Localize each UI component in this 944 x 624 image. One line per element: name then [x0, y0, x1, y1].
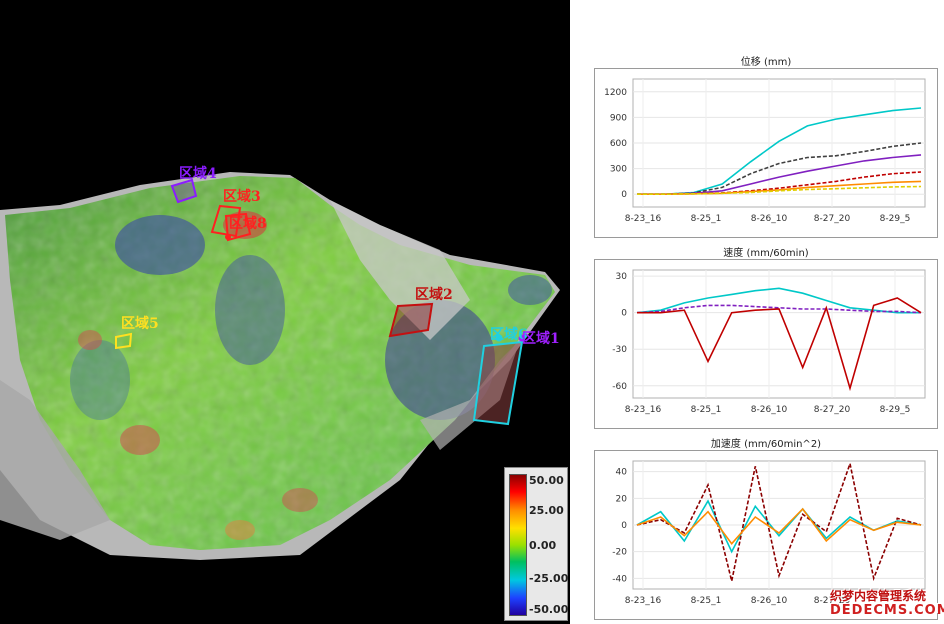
zone-4-outline[interactable]	[170, 178, 198, 204]
zone-5-label: 区域5	[121, 316, 159, 332]
y-tick-label: 20	[616, 494, 628, 504]
zone-5-outline[interactable]	[115, 332, 133, 350]
legend-value-min: -50.00	[529, 603, 569, 616]
series-line-2	[637, 297, 922, 392]
y-tick-label: 600	[610, 139, 627, 149]
zone-6-marker	[495, 334, 503, 342]
color-scale-bar	[509, 474, 527, 616]
y-tick-label: 40	[616, 468, 628, 478]
x-tick-label: 8-25_1	[691, 596, 722, 606]
velocity-chart[interactable]: 30 0 -30 -60 8-23_16 8-25_1 8-26_10 8-27_20 8-29…	[594, 259, 938, 429]
velocity-chart-title: 速度 (mm/60min)	[723, 248, 809, 259]
zone-4-label: 区域4	[179, 166, 217, 182]
y-tick-label: 1200	[604, 88, 627, 98]
x-tick-label: 8-26_10	[751, 405, 788, 415]
y-tick-label: 900	[610, 113, 627, 123]
x-tick-label: 8-27_20	[814, 214, 851, 224]
y-tick-label: 30	[616, 272, 628, 282]
watermark-en: DEDECMS.COM	[830, 603, 944, 618]
zone-1-marker	[518, 334, 526, 342]
legend-value-max: 50.00	[529, 474, 564, 487]
acceleration-chart-title: 加速度 (mm/60min^2)	[710, 439, 822, 450]
x-tick-label: 8-25_1	[691, 214, 722, 224]
y-tick-label: -60	[612, 382, 627, 392]
y-tick-label: -40	[612, 574, 627, 584]
acceleration-chart-svg: 40 20 0 -20 -40 8-23_16 8-25_1 8-26_10 8-27_20	[612, 460, 926, 606]
zone-2-label: 区域2	[415, 287, 453, 303]
terrain-map-panel[interactable]: 区域4 区域3 区域8 区域2 区域5 区域6 区域1 50.00 25.00 …	[0, 0, 570, 624]
x-tick-label: 8-23_16	[625, 596, 662, 606]
terrain-3d-view	[0, 172, 560, 560]
y-tick-label: 0	[621, 309, 627, 319]
x-tick-label: 8-29_5	[880, 214, 911, 224]
series-line-1	[637, 142, 922, 195]
zone-8-outline[interactable]	[224, 212, 252, 242]
zone-2-outline[interactable]	[388, 302, 434, 338]
legend-value-high: 25.00	[529, 504, 564, 517]
y-tick-label: -30	[612, 345, 627, 355]
plot-area	[632, 269, 926, 399]
watermark-cn: 织梦内容管理系统	[830, 589, 927, 603]
y-tick-label: 0	[621, 190, 627, 200]
x-tick-label: 8-23_16	[625, 214, 662, 224]
x-tick-label: 8-26_10	[751, 596, 788, 606]
x-tick-label: 8-27_20	[814, 405, 851, 415]
displacement-chart-svg: 0 300 600 900 1200 8-23_16 8-25_1 8-26_10 8-27_2…	[604, 78, 926, 224]
legend-value-low: -25.00	[529, 572, 569, 585]
zone-6-outline[interactable]	[472, 340, 524, 426]
y-tick-label: -20	[612, 548, 627, 558]
watermark: 织梦内容管理系统 DEDECMS.COM	[826, 585, 944, 624]
velocity-chart-svg: 30 0 -30 -60 8-23_16 8-25_1 8-26_10 8-27_20 8-29…	[612, 269, 926, 415]
y-tick-label: 0	[621, 521, 627, 531]
x-tick-label: 8-25_1	[691, 405, 722, 415]
acceleration-chart[interactable]: 40 20 0 -20 -40 8-23_16 8-25_1 8-26_10 8-27_20	[594, 450, 938, 620]
series-line-5	[637, 185, 922, 195]
x-tick-label: 8-27_20	[814, 596, 851, 606]
x-tick-label: 8-26_10	[751, 214, 788, 224]
displacement-chart[interactable]: 0 300 600 900 1200 8-23_16 8-25_1 8-26_10 8-27_2…	[594, 68, 938, 238]
series-line-0	[636, 287, 921, 314]
zone-6-label: 区域6	[490, 327, 528, 343]
series-line-1	[636, 304, 922, 314]
series-line-4	[637, 180, 922, 195]
zone-1-label: 区域1	[522, 331, 560, 347]
legend-value-zero: 0.00	[529, 539, 557, 552]
y-tick-label: 300	[610, 165, 627, 175]
displacement-chart-title: 位移 (mm)	[740, 57, 792, 68]
zone-8-marker	[225, 234, 231, 240]
series-line-2	[636, 507, 922, 545]
series-line-1	[636, 460, 922, 582]
series-line-3	[637, 171, 922, 195]
x-tick-label: 8-29_5	[880, 405, 911, 415]
zone-3-label: 区域3	[223, 189, 261, 205]
color-scale-legend: 50.00 25.00 0.00 -25.00 -50.00	[504, 467, 568, 621]
zone-8-label: 区域8	[229, 216, 267, 232]
zone-3-outline[interactable]	[210, 204, 242, 238]
x-tick-label: 8-23_16	[625, 405, 662, 415]
